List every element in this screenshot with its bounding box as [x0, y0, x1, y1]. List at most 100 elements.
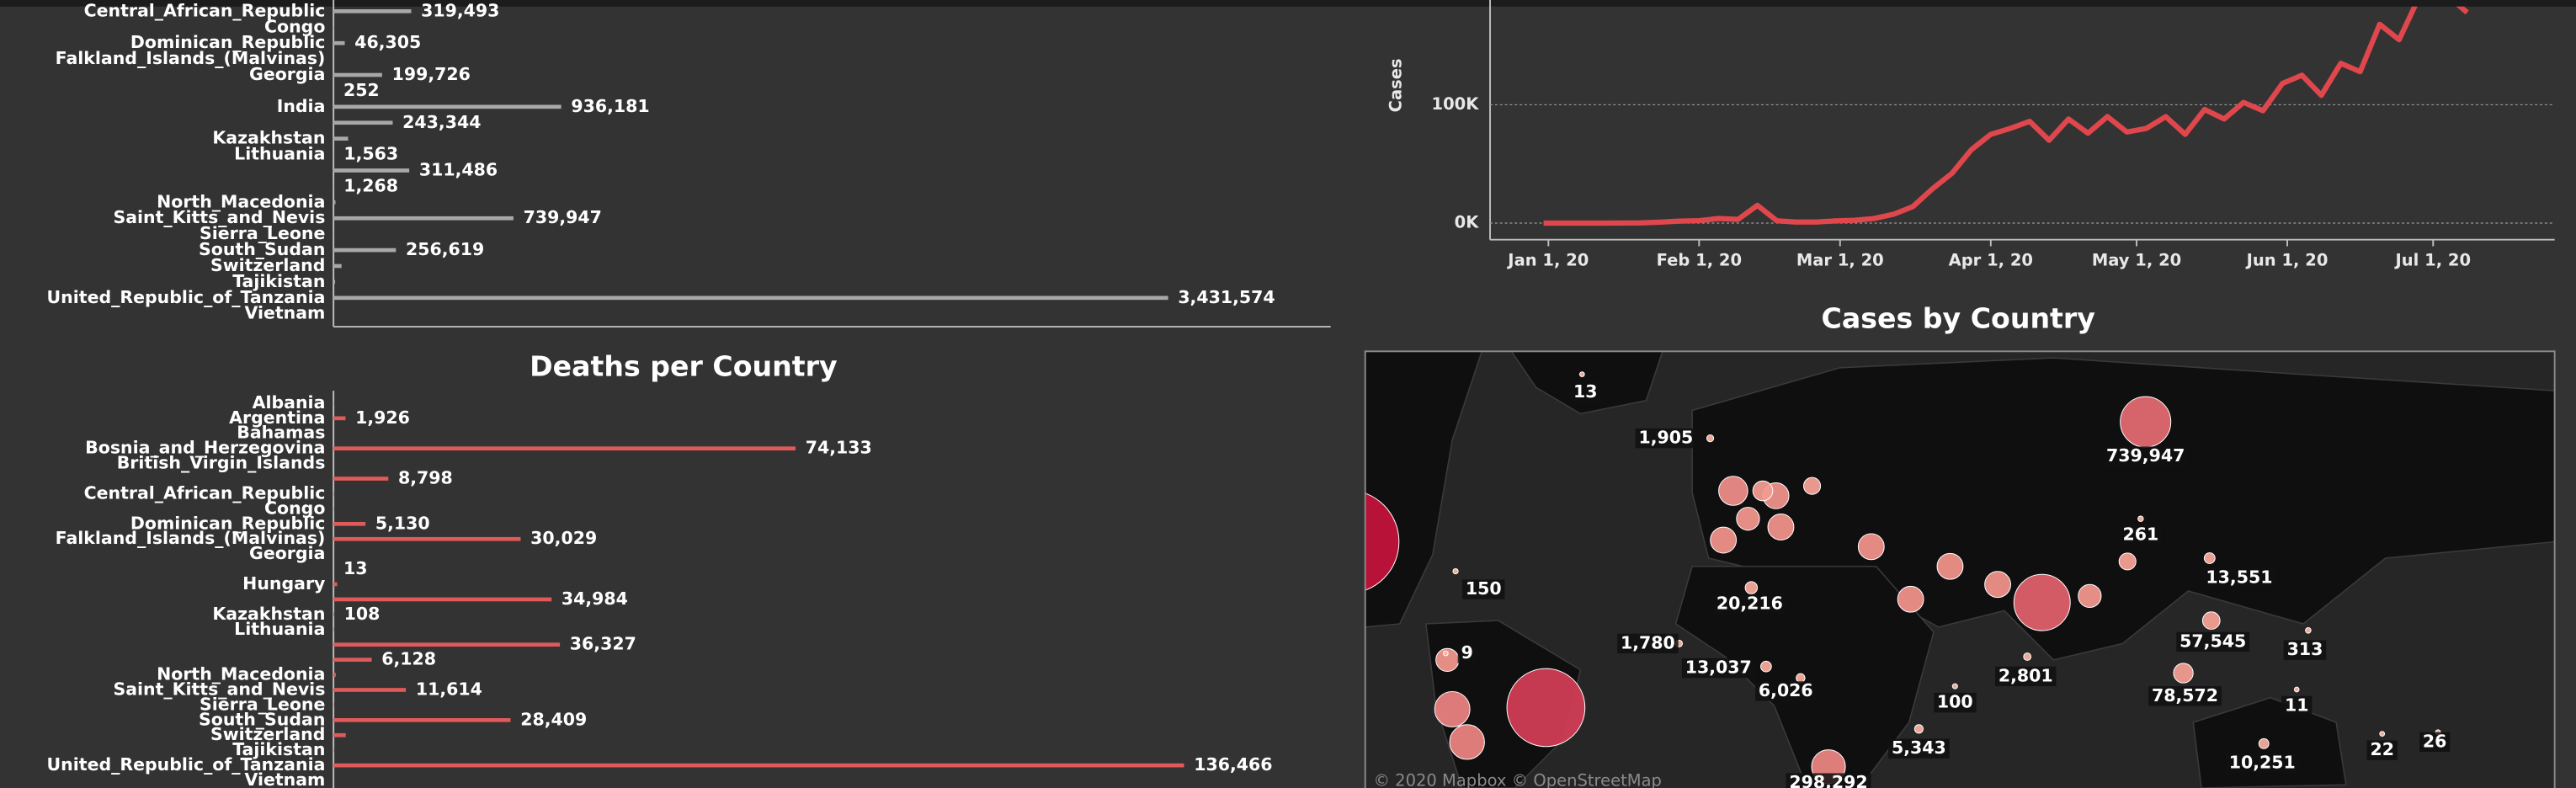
bubble — [2120, 396, 2172, 448]
category-label: Switzerland — [210, 255, 325, 275]
bubble-label: 313 — [2287, 639, 2323, 659]
category-label: South_Sudan — [199, 709, 325, 729]
value-label: 74,133 — [806, 438, 872, 458]
x-tick-label: Feb 1, 20 — [1657, 251, 1742, 270]
bar — [333, 216, 514, 221]
bubble — [2203, 552, 2216, 564]
bubble — [2078, 583, 2102, 608]
category-label: Bahamas — [237, 423, 325, 443]
category-label: North_Macedonia — [157, 664, 325, 684]
x-tick-label: Mar 1, 20 — [1796, 251, 1884, 270]
bar — [333, 9, 412, 13]
bubble-label: 6,026 — [1759, 680, 1813, 700]
bubble-label: 5,343 — [1892, 737, 1946, 758]
x-tick-label: Jun 1, 20 — [2245, 251, 2329, 270]
value-label: 739,947 — [524, 207, 602, 227]
bubble — [2013, 573, 2071, 631]
bubble-label: 13,037 — [1685, 658, 1752, 678]
label-box — [2281, 695, 2313, 716]
category-label: Hungary — [242, 573, 325, 594]
bubble — [1760, 660, 1772, 673]
value-label: 319,493 — [421, 0, 499, 20]
bubble — [1984, 571, 2011, 599]
category-label: Lithuania — [234, 144, 325, 164]
value-label: 30,029 — [530, 528, 597, 548]
category-label: Sierra_Leone — [200, 223, 325, 243]
bubble-label: 261 — [2122, 524, 2158, 545]
bar — [333, 248, 397, 253]
bar — [333, 642, 561, 647]
map: 13 1,905 739,947 261 13,551 150 20,216 1,780 13,… — [1365, 351, 2555, 788]
bar — [333, 763, 1184, 768]
bubble-label: 11 — [2285, 695, 2308, 716]
bubble — [2379, 731, 2386, 737]
category-label: Falkland_Islands_(Malvinas) — [56, 528, 326, 548]
value-label: 3,431,574 — [1178, 287, 1275, 307]
label-box — [1635, 428, 1697, 449]
bubble — [1767, 514, 1795, 540]
category-label: Central_African_Republic — [84, 482, 326, 503]
bubble-label: 57,545 — [2179, 631, 2246, 651]
label-box — [1786, 773, 1871, 788]
bubble — [1913, 724, 1924, 734]
bubble — [1857, 533, 1885, 561]
bubble-label: 1,780 — [1621, 632, 1675, 652]
bubble-label: 26 — [2423, 731, 2446, 751]
label-box — [1888, 738, 1950, 759]
category-label: Congo — [264, 498, 325, 518]
bar — [333, 264, 342, 269]
value-label: 36,327 — [570, 634, 636, 654]
bubble — [2137, 515, 2144, 522]
bar — [333, 24, 335, 29]
value-label: 1,563 — [343, 144, 398, 164]
value-label: 108 — [344, 604, 381, 624]
bar — [333, 673, 336, 677]
category-label: North_Macedonia — [157, 191, 325, 211]
bubble — [1452, 567, 1459, 575]
bar — [333, 136, 349, 141]
bar — [333, 597, 552, 602]
bar — [333, 582, 338, 587]
bubble — [2023, 652, 2032, 661]
label-box — [1617, 633, 1679, 654]
x-tick-label: Apr 1, 20 — [1949, 251, 2033, 270]
x-tick-label: Jul 1, 20 — [2393, 251, 2471, 270]
value-label: 311,486 — [419, 160, 498, 180]
category-label: Georgia — [249, 64, 325, 84]
x-tick-label: May 1, 20 — [2092, 251, 2181, 270]
bubble-label: 9 — [1461, 642, 1473, 663]
category-label: United_Republic_of_Tanzania — [47, 287, 326, 307]
bubble — [1365, 492, 1400, 591]
bar — [333, 280, 336, 285]
bubble-label: 298,292 — [1789, 772, 1867, 788]
y-axis-title: Cases — [1386, 58, 1405, 112]
bubble — [1706, 434, 1715, 443]
label-box — [2148, 686, 2222, 706]
bar — [333, 521, 366, 526]
line — [1543, 6, 2469, 226]
value-label: 1,268 — [343, 175, 398, 195]
bar — [333, 296, 1168, 301]
bubble-label: 150 — [1466, 578, 1502, 599]
category-label: United_Republic_of_Tanzania — [47, 754, 326, 775]
category-label: Sierra_Leone — [200, 694, 325, 714]
bubble-label: 1,905 — [1638, 428, 1693, 448]
category-label: Bosnia_and_Herzegovina — [85, 438, 325, 458]
label-box — [1461, 579, 1505, 599]
value-label: 252 — [343, 80, 380, 100]
top-strip — [0, 0, 2576, 7]
bubble — [2258, 737, 2270, 749]
label-box — [1681, 658, 1755, 679]
bubble — [1578, 371, 1585, 377]
label-box — [2225, 753, 2299, 774]
category-label: Argentina — [229, 407, 325, 428]
value-label: 28,409 — [520, 709, 587, 729]
label-box — [2103, 446, 2189, 466]
bar — [333, 200, 336, 205]
bubble-label: 2,801 — [1999, 665, 2053, 685]
bubble-label: 10,251 — [2229, 753, 2296, 773]
category-label: Kazakhstan — [212, 128, 325, 148]
category-label: Dominican_Republic — [130, 32, 326, 52]
category-label: Lithuania — [234, 619, 325, 639]
